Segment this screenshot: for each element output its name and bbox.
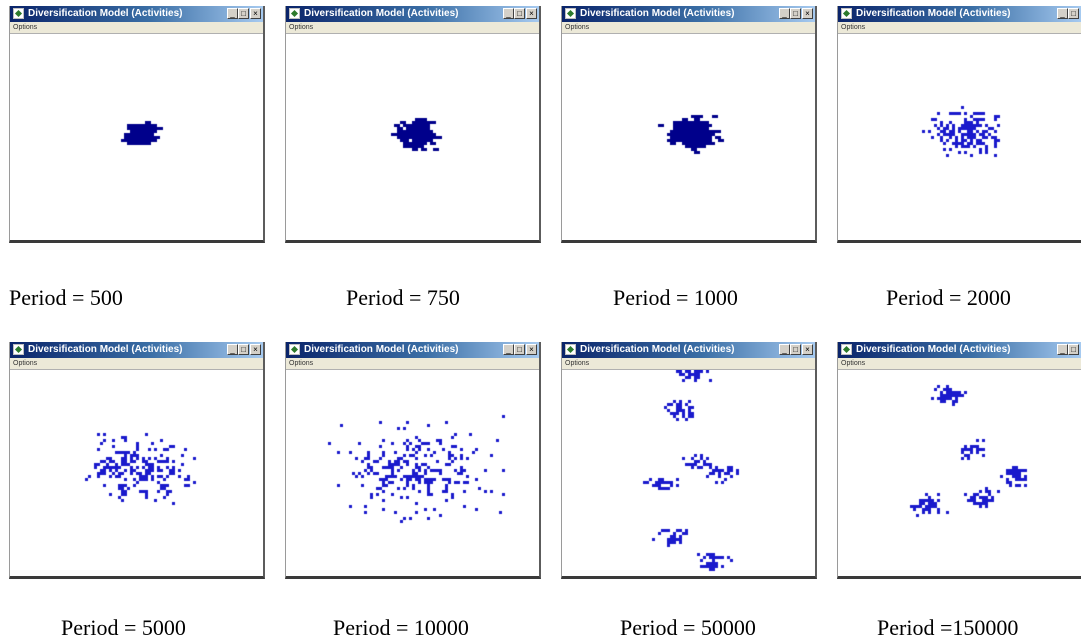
close-button[interactable]: × [250, 8, 261, 19]
menu-bar: Options [10, 22, 263, 34]
period-caption: Period = 1000 [613, 285, 738, 310]
menu-options[interactable]: Options [13, 24, 38, 31]
model-window-6: Diversification Model (Activities) _ □ ×… [285, 342, 541, 579]
activity-grid-canvas [838, 370, 1081, 576]
app-icon[interactable] [565, 344, 576, 355]
close-button[interactable]: × [250, 344, 261, 355]
minimize-button[interactable]: _ [503, 8, 514, 19]
period-caption: Period = 50000 [620, 615, 756, 640]
app-icon[interactable] [841, 8, 852, 19]
app-icon[interactable] [13, 344, 24, 355]
window-title: Diversification Model (Activities) [304, 344, 459, 355]
model-window-8: Diversification Model (Activities) _ □ O… [837, 342, 1081, 579]
menu-options[interactable]: Options [289, 360, 314, 367]
app-icon[interactable] [13, 8, 24, 19]
title-bar[interactable]: Diversification Model (Activities) _ □ × [286, 6, 539, 22]
title-bar[interactable]: Diversification Model (Activities) _ □ [838, 342, 1081, 358]
title-bar[interactable]: Diversification Model (Activities) _ □ × [10, 342, 263, 358]
maximize-button[interactable]: □ [1068, 344, 1079, 355]
menu-options[interactable]: Options [841, 24, 866, 31]
period-caption: Period = 500 [9, 285, 123, 310]
menu-bar: Options [286, 358, 539, 370]
window-title: Diversification Model (Activities) [580, 344, 735, 355]
activity-grid-canvas [286, 34, 539, 240]
minimize-button[interactable]: _ [779, 344, 790, 355]
menu-options[interactable]: Options [565, 24, 590, 31]
app-icon[interactable] [565, 8, 576, 19]
menu-bar: Options [838, 358, 1081, 370]
activity-grid-canvas [838, 34, 1081, 240]
window-title: Diversification Model (Activities) [28, 8, 183, 19]
app-icon[interactable] [289, 8, 300, 19]
menu-bar: Options [286, 22, 539, 34]
model-window-2: Diversification Model (Activities) _ □ ×… [285, 6, 541, 243]
minimize-button[interactable]: _ [1057, 344, 1068, 355]
menu-options[interactable]: Options [13, 360, 38, 367]
maximize-button[interactable]: □ [1068, 8, 1079, 19]
menu-options[interactable]: Options [289, 24, 314, 31]
period-caption: Period = 750 [346, 285, 460, 310]
maximize-button[interactable]: □ [514, 8, 525, 19]
app-icon[interactable] [289, 344, 300, 355]
menu-bar: Options [10, 358, 263, 370]
activity-grid-canvas [562, 370, 815, 576]
period-caption: Period =150000 [877, 615, 1019, 640]
window-title: Diversification Model (Activities) [28, 344, 183, 355]
app-icon[interactable] [841, 344, 852, 355]
menu-bar: Options [562, 22, 815, 34]
menu-bar: Options [562, 358, 815, 370]
activity-grid-canvas [286, 370, 539, 576]
model-window-1: Diversification Model (Activities) _ □ ×… [9, 6, 265, 243]
period-caption: Period = 2000 [886, 285, 1011, 310]
window-title: Diversification Model (Activities) [304, 8, 459, 19]
close-button[interactable]: × [802, 344, 813, 355]
close-button[interactable]: × [526, 344, 537, 355]
close-button[interactable]: × [802, 8, 813, 19]
title-bar[interactable]: Diversification Model (Activities) _ □ × [562, 6, 815, 22]
title-bar[interactable]: Diversification Model (Activities) _ □ [838, 6, 1081, 22]
minimize-button[interactable]: _ [227, 344, 238, 355]
window-title: Diversification Model (Activities) [580, 8, 735, 19]
model-window-4: Diversification Model (Activities) _ □ O… [837, 6, 1081, 243]
minimize-button[interactable]: _ [227, 8, 238, 19]
menu-options[interactable]: Options [841, 360, 866, 367]
title-bar[interactable]: Diversification Model (Activities) _ □ × [10, 6, 263, 22]
activity-grid-canvas [562, 34, 815, 240]
period-caption: Period = 5000 [61, 615, 186, 640]
menu-options[interactable]: Options [565, 360, 590, 367]
minimize-button[interactable]: _ [779, 8, 790, 19]
maximize-button[interactable]: □ [238, 8, 249, 19]
model-window-7: Diversification Model (Activities) _ □ ×… [561, 342, 817, 579]
activity-grid-canvas [10, 370, 263, 576]
menu-bar: Options [838, 22, 1081, 34]
minimize-button[interactable]: _ [1057, 8, 1068, 19]
window-title: Diversification Model (Activities) [856, 8, 1011, 19]
maximize-button[interactable]: □ [514, 344, 525, 355]
model-window-5: Diversification Model (Activities) _ □ ×… [9, 342, 265, 579]
close-button[interactable]: × [526, 8, 537, 19]
title-bar[interactable]: Diversification Model (Activities) _ □ × [286, 342, 539, 358]
maximize-button[interactable]: □ [238, 344, 249, 355]
activity-grid-canvas [10, 34, 263, 240]
minimize-button[interactable]: _ [503, 344, 514, 355]
title-bar[interactable]: Diversification Model (Activities) _ □ × [562, 342, 815, 358]
period-caption: Period = 10000 [333, 615, 469, 640]
maximize-button[interactable]: □ [790, 8, 801, 19]
model-window-3: Diversification Model (Activities) _ □ ×… [561, 6, 817, 243]
maximize-button[interactable]: □ [790, 344, 801, 355]
window-title: Diversification Model (Activities) [856, 344, 1011, 355]
